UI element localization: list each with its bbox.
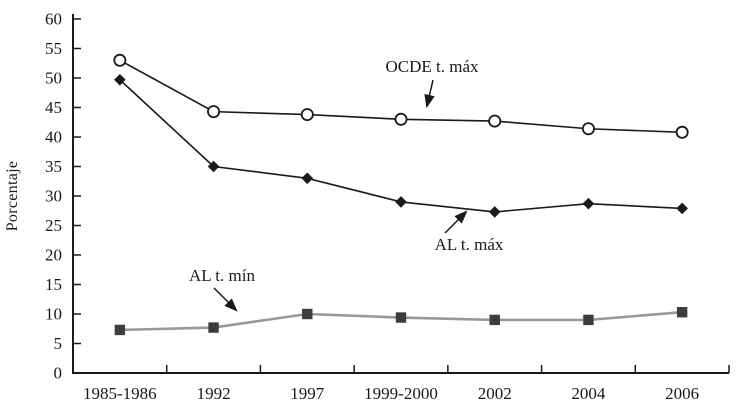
y-tick-label: 40 <box>45 128 62 147</box>
data-point-diamond <box>676 202 688 215</box>
y-tick-label: 15 <box>45 275 62 294</box>
data-point-square <box>583 314 594 326</box>
series-annotation-label: OCDE t. máx <box>385 57 479 76</box>
annotation-arrow <box>424 79 435 109</box>
y-axis-title: Porcentaje <box>4 160 21 232</box>
data-point-diamond <box>488 206 501 218</box>
y-tick-label: 60 <box>45 10 62 29</box>
data-point-diamond <box>114 73 126 86</box>
data-point-circle <box>300 108 314 122</box>
data-point-square <box>395 312 407 323</box>
data-point-diamond <box>395 196 407 208</box>
data-point-circle <box>113 53 127 67</box>
data-point-square <box>489 314 500 326</box>
x-tick-label: 1999-2000 <box>364 384 438 403</box>
series-annotation-label: AL t. máx <box>435 235 504 254</box>
y-tick-label: 10 <box>45 305 62 324</box>
data-point-circle <box>488 114 502 128</box>
data-point-diamond <box>207 160 220 173</box>
data-point-square <box>302 308 313 320</box>
x-tick-label: 2006 <box>665 384 699 403</box>
annotation-arrow <box>213 287 238 312</box>
data-point-circle <box>394 112 408 126</box>
x-tick-label: 1997 <box>290 384 325 403</box>
y-tick-label: 50 <box>45 69 62 88</box>
y-tick-label: 25 <box>45 216 62 235</box>
data-point-circle <box>675 125 689 139</box>
data-point-circle <box>581 122 595 136</box>
data-point-square <box>114 324 126 336</box>
x-tick-label: 1985-1986 <box>83 384 157 403</box>
data-point-square <box>676 307 688 318</box>
x-tick-label: 1992 <box>197 384 231 403</box>
x-tick-label: 2002 <box>478 384 512 403</box>
y-tick-label: 55 <box>45 39 62 58</box>
y-tick-label: 30 <box>45 187 62 206</box>
x-tick-label: 2004 <box>571 384 606 403</box>
y-tick-label: 0 <box>54 364 63 383</box>
y-tick-label: 35 <box>45 157 62 176</box>
data-point-square <box>208 322 219 333</box>
data-point-diamond <box>582 197 595 210</box>
series-annotation-label: AL t. mín <box>189 266 255 285</box>
y-tick-label: 45 <box>45 98 62 117</box>
y-tick-label: 5 <box>54 334 63 353</box>
data-point-circle <box>207 105 221 119</box>
series-line-1 <box>119 79 683 213</box>
y-tick-label: 20 <box>45 246 62 265</box>
data-point-diamond <box>301 172 314 185</box>
annotation-arrow <box>444 210 468 234</box>
